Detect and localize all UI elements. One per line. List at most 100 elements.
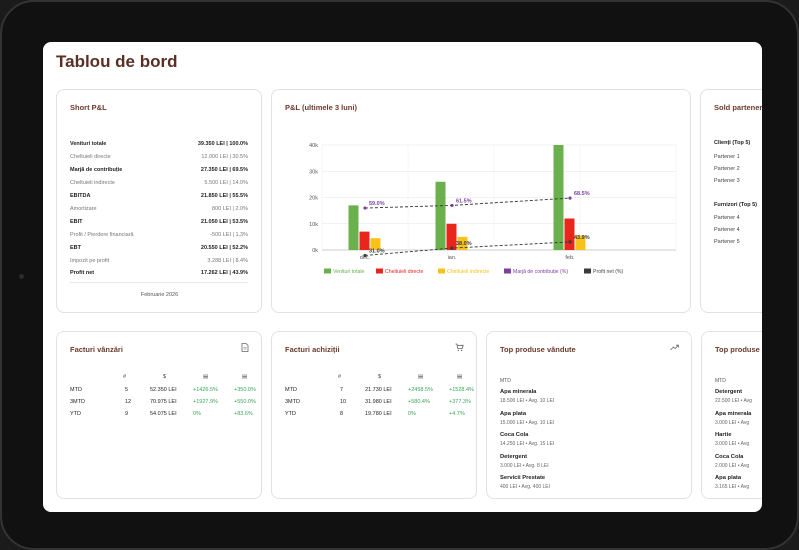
pnl-chart: 0k 10k 20k 30k 40k dec. ian. feb. 59.0% 61.5% 68.5…	[309, 143, 677, 275]
document-icon[interactable]	[241, 343, 249, 354]
table-cell-c2: +377.3%	[449, 399, 471, 405]
product-stats: 3.165 LEI • Avg	[715, 484, 750, 490]
x-tick-label: dec.	[360, 255, 371, 261]
purchase-invoices-title: Facturi achiziții	[285, 345, 340, 354]
column-header: ▤	[457, 374, 463, 380]
table-cell-p: YTD	[285, 411, 296, 417]
divider	[70, 282, 248, 283]
product-name[interactable]: Coca Cola	[715, 453, 744, 460]
pl-row: Cheltuieli directe 12.000 LEI | 30.5%	[70, 154, 248, 165]
data-label: 43.9%	[574, 235, 590, 241]
period-label: MTD	[715, 378, 726, 384]
short-pl-card: Short P&L Venituri totale 39.350 LEI | 10…	[56, 89, 262, 313]
column-header: ▤	[242, 374, 248, 380]
legend-swatch	[584, 268, 591, 274]
product-stats: 18.500 LEI • Avg. 10 LEI	[500, 398, 555, 404]
table-cell-n: 7	[340, 387, 344, 393]
table-cell-n: 9	[125, 411, 129, 417]
pl-row-value: 12.000 LEI | 30.5%	[201, 154, 248, 160]
screen: Tablou de bord Short P&L Venituri totale…	[43, 42, 762, 512]
table-cell-p: MTD	[285, 387, 297, 393]
y-tick-label: 20k	[309, 196, 318, 202]
table-cell-val: 70.975 LEI	[150, 399, 177, 405]
bar-venituri-totale	[553, 145, 564, 250]
pl-row-value: -500 LEI | 1.3%	[210, 232, 248, 238]
pl-row-label: Impozit pe profit	[70, 258, 110, 264]
product-name[interactable]: Apa minerala	[500, 389, 537, 395]
product-name[interactable]: Apa plata	[500, 410, 527, 417]
pl-row-label: EBIT	[70, 219, 83, 225]
pl-row-label: Marjă de contribuție	[70, 167, 123, 173]
legend-label: Cheltuieli directe	[385, 269, 423, 275]
top-sold-title: Top produse vândute	[500, 345, 576, 354]
table-cell-c1: +2458.5%	[408, 387, 433, 393]
table-cell-c2: +350.0%	[234, 387, 256, 393]
data-label: 61.5%	[456, 198, 472, 204]
table-cell-n: 5	[125, 387, 129, 393]
top-sold-card: Top produse vândute MTD Apa minerala 18.5…	[486, 331, 692, 499]
table-cell-val: 21.730 LEI	[365, 387, 392, 393]
cart-icon[interactable]	[455, 343, 464, 354]
pnl-chart-card: P&L (ultimele 3 luni) 0k 10k 20k 30k 40k dec.…	[271, 89, 691, 313]
y-tick-label: 0k	[312, 248, 318, 254]
table-cell-c2: +550.0%	[234, 399, 256, 405]
bar-cheltuieli-directe	[446, 223, 457, 250]
x-tick-label: ian.	[448, 255, 457, 261]
pl-row-value: 800 LEI | 2.0%	[212, 206, 248, 212]
client-item[interactable]: Partener 1	[714, 154, 740, 160]
bar-cheltuieli-indirecte	[575, 235, 586, 250]
supplier-item[interactable]: Partener 4	[714, 227, 740, 233]
product-stats: 3.000 LEI • Avg	[715, 419, 750, 426]
bar-venituri-totale	[348, 205, 359, 250]
supplier-item[interactable]: Partener 5	[714, 239, 740, 245]
table-cell-c1: +580.4%	[408, 399, 430, 405]
pl-row-value: 39.350 LEI | 100.0%	[197, 141, 248, 147]
column-header: $	[378, 374, 382, 380]
column-header: #	[123, 374, 127, 380]
trend-up-icon[interactable]	[670, 343, 679, 353]
product-name[interactable]: Coca Cola	[500, 432, 529, 438]
pl-row-value: 27.350 LEI | 69.5%	[200, 167, 248, 173]
bar-cheltuieli-directe	[359, 231, 370, 250]
product-name[interactable]: Hartie	[715, 432, 732, 438]
pl-row: Profit / Pierdere financiară -500 LEI | 1…	[70, 232, 248, 243]
line-point	[363, 206, 367, 210]
client-item[interactable]: Partener 2	[714, 166, 740, 172]
table-cell-c1: +1927.9%	[193, 399, 218, 405]
product-stats: 3.000 LEI • Avg	[715, 441, 750, 447]
purchase-invoices-card: Facturi achiziții # $ ▤ ▤ MTD 7 21.730 LEI +245…	[271, 331, 477, 499]
legend-swatch	[376, 268, 383, 274]
product-name[interactable]: Servicii Prestate	[500, 475, 546, 481]
client-item[interactable]: Partener 3	[714, 178, 740, 184]
table-cell-c2: +4.7%	[449, 411, 465, 417]
legend-swatch	[324, 268, 331, 274]
table-cell-p: 3MTD	[70, 399, 85, 405]
pl-row: Marjă de contribuție 27.350 LEI | 69.5%	[70, 167, 248, 178]
product-name[interactable]: Apa plata	[715, 475, 742, 481]
bar-venituri-totale	[435, 181, 446, 250]
bar-cheltuieli-indirecte	[457, 236, 468, 250]
data-label: 38.0%	[456, 241, 472, 247]
product-stats: 22.500 LEI • Avg	[715, 398, 752, 404]
pl-row: EBITDA 21.850 LEI | 55.5%	[70, 193, 248, 204]
top-bought-title: Top produse	[715, 345, 760, 354]
column-header: $	[163, 374, 167, 380]
product-name[interactable]: Detergent	[500, 453, 528, 460]
table-cell-c2: +83.6%	[234, 411, 253, 417]
legend-label: Cheltuieli indirecte	[447, 269, 490, 275]
supplier-item[interactable]: Partener 4	[714, 215, 740, 221]
line-point	[450, 203, 454, 208]
product-name[interactable]: Detergent	[715, 389, 743, 395]
legend-swatch	[438, 268, 445, 274]
product-stats: 14.250 LEI • Avg. 15 LEI	[500, 441, 555, 447]
pl-row: Amortizare 800 LEI | 2.0%	[70, 206, 248, 217]
data-label: 59.0%	[369, 201, 385, 207]
pl-row-label: Venituri totale	[70, 141, 107, 147]
product-name[interactable]: Apa minerala	[715, 410, 752, 417]
legend-label: Profit net (%)	[593, 269, 624, 275]
line-point	[450, 246, 454, 250]
product-stats: 3.000 LEI • Avg. 8 LEI	[500, 462, 549, 469]
pnl-chart-title: P&L (ultimele 3 luni)	[285, 103, 357, 112]
suppliers-heading: Furnizori (Top 5)	[714, 202, 757, 208]
